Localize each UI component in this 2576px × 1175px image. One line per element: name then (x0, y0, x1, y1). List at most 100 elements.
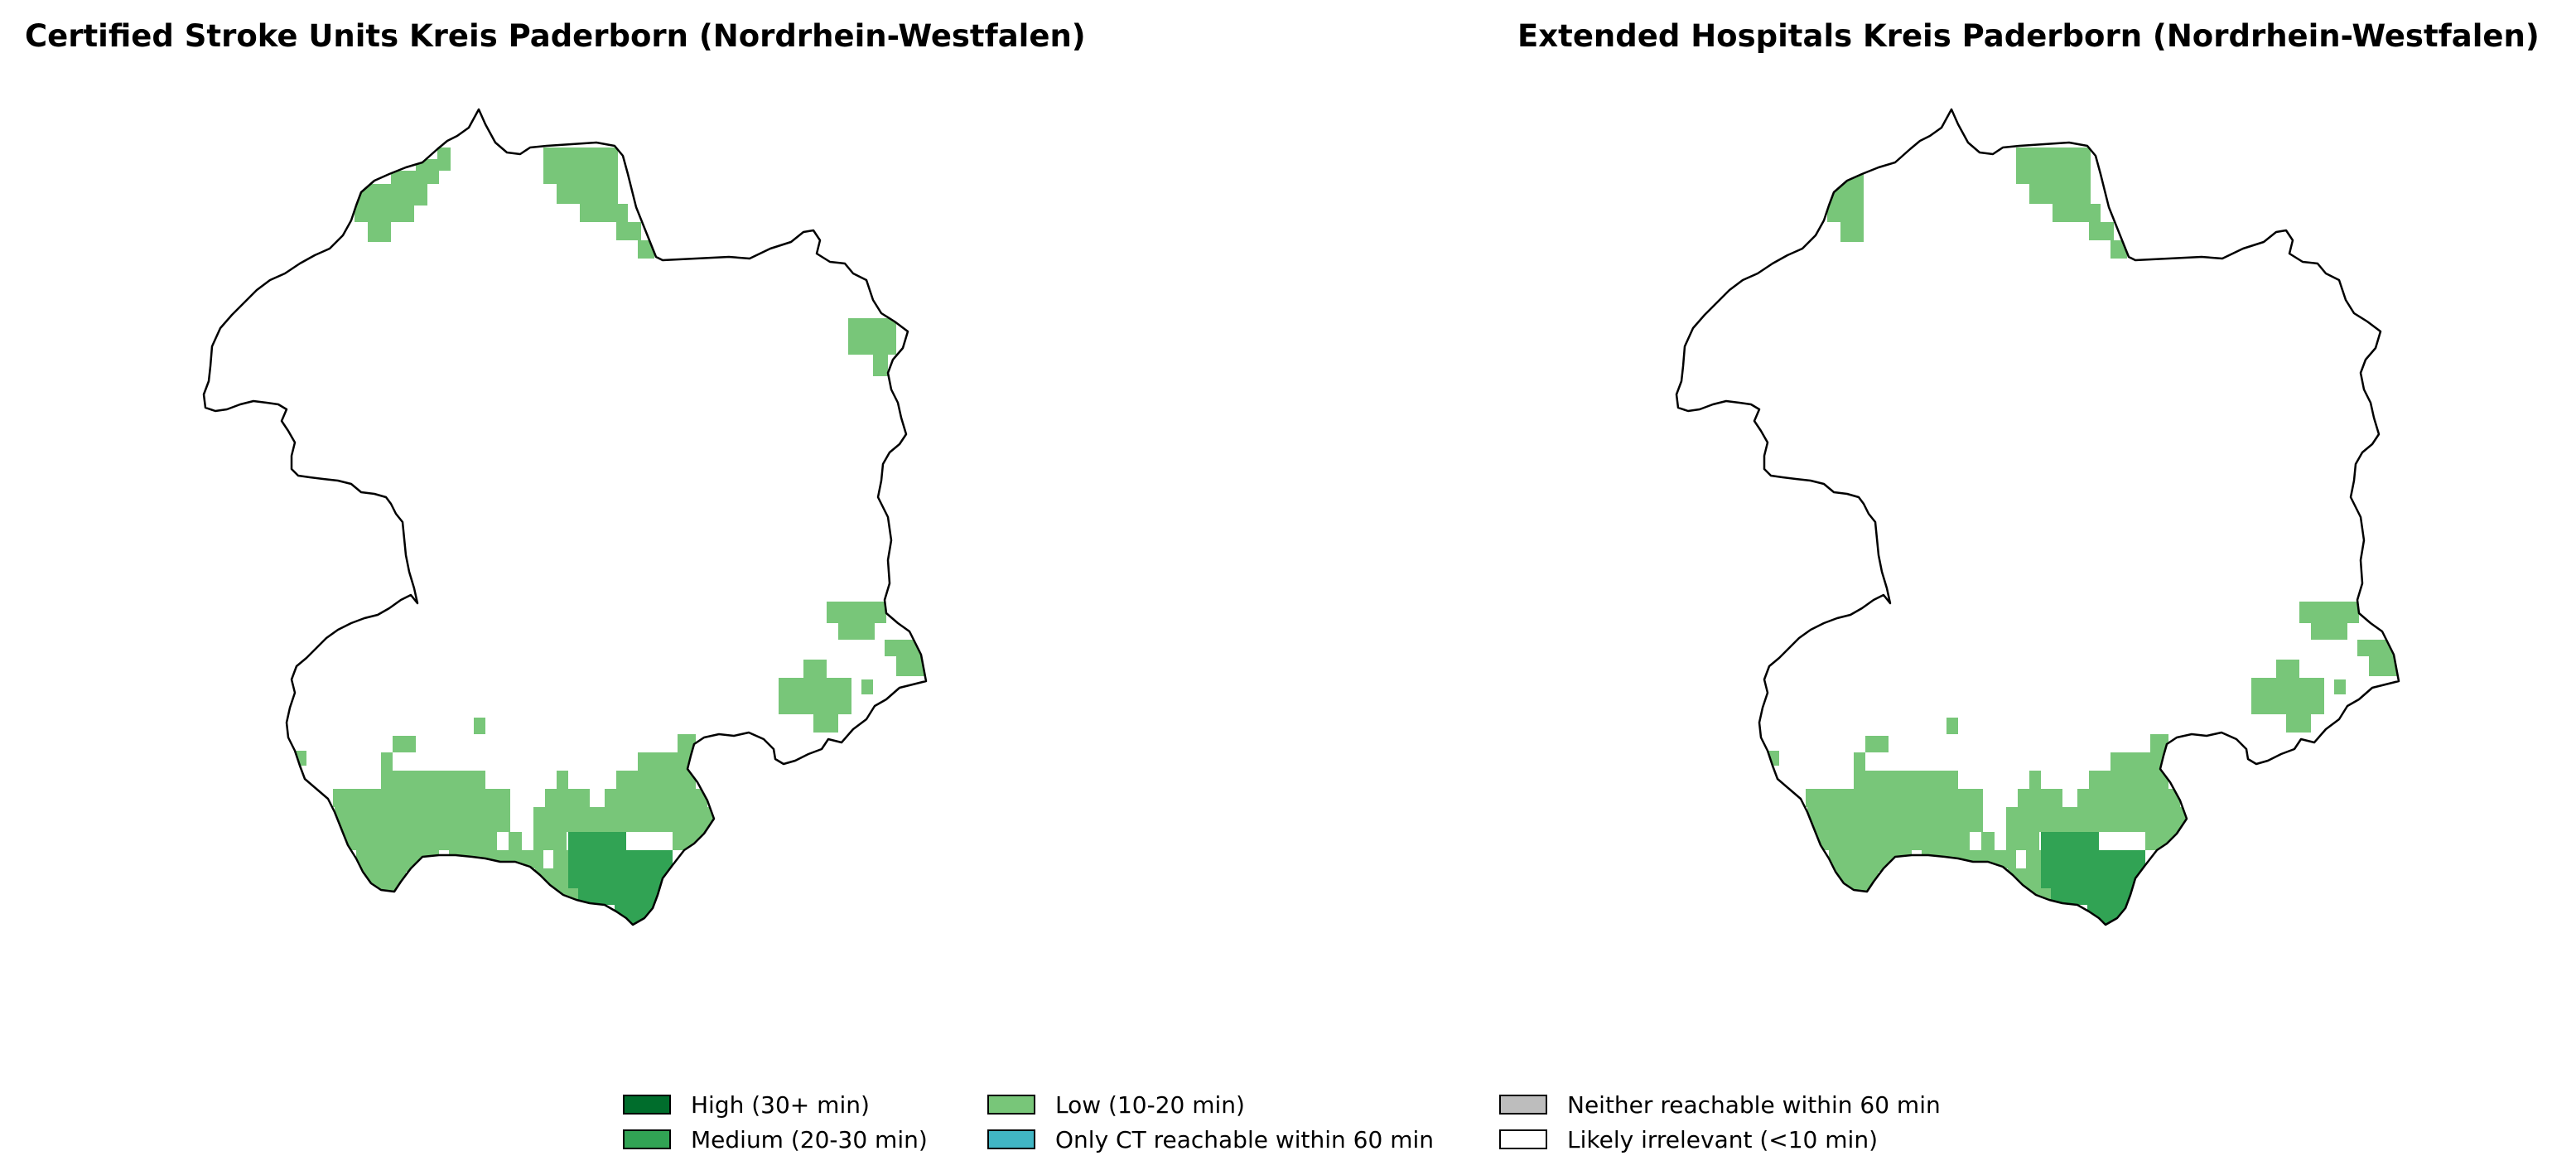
cell-low (553, 850, 568, 868)
cell-low (848, 318, 896, 355)
legend-swatch-irrelevant (1499, 1129, 1547, 1149)
legend-label-high: High (30+ min) (691, 1090, 870, 1119)
cell-low (2334, 679, 2346, 694)
cell-low (861, 679, 873, 694)
cell-low (1806, 789, 1983, 807)
legend-swatch-low (987, 1095, 1035, 1115)
cell-low (838, 623, 875, 640)
cell-low (2029, 771, 2041, 789)
cell-low (335, 807, 510, 832)
cell-low (616, 771, 696, 789)
cell-low (1827, 206, 1864, 222)
cell-low (393, 736, 416, 752)
cell-low (2026, 850, 2041, 868)
cell-low (1829, 184, 1864, 206)
cell-low (779, 678, 851, 714)
cell-low (356, 850, 439, 872)
cell-low (873, 355, 888, 376)
map-title-certified-stroke-units: Certified Stroke Units Kreis Paderborn (… (25, 18, 1086, 54)
cell-low (381, 771, 485, 789)
cell-low (437, 147, 451, 159)
cell-low (813, 714, 838, 733)
legend-item-low: Low (10-20 min) (987, 1090, 1245, 1119)
cell-medium (2051, 888, 2134, 905)
cell-low (2110, 240, 2127, 259)
cell-medium (578, 888, 661, 905)
cell-low (2251, 678, 2324, 714)
map-extended-hospitals (1675, 108, 2400, 926)
cell-low (2299, 602, 2359, 623)
cell-low (1981, 832, 1995, 850)
map-title-extended-hospitals: Extended Hospitals Kreis Paderborn (Nord… (1517, 18, 2540, 54)
cell-low (391, 171, 439, 184)
cell-medium (2041, 832, 2099, 850)
cell-low (2016, 147, 2091, 184)
cell-low (509, 832, 522, 850)
cell-low (368, 222, 391, 242)
legend-item-neither: Neither reachable within 60 min (1499, 1090, 1941, 1119)
cell-low (803, 660, 827, 678)
cell-low (2006, 832, 2039, 850)
cell-low (2077, 789, 2180, 807)
reachability-cells (1768, 147, 2399, 925)
cell-low (1854, 752, 1865, 771)
cell-low (605, 789, 707, 807)
cell-low (1829, 850, 1912, 872)
cell-low (2089, 771, 2168, 789)
cell-low (333, 789, 510, 807)
cell-low (1865, 736, 1889, 752)
cell-low (343, 832, 497, 850)
cell-low (2029, 184, 2091, 204)
cell-low (355, 206, 414, 222)
cell-low (1840, 222, 1864, 242)
cell-low (2150, 734, 2168, 752)
cell-low (2276, 660, 2299, 678)
cell-low (827, 602, 886, 623)
legend-label-low: Low (10-20 min) (1055, 1090, 1245, 1119)
cell-low (2110, 752, 2168, 771)
cell-low (2089, 222, 2114, 240)
cell-low (497, 850, 543, 868)
legend-label-neither: Neither reachable within 60 min (1567, 1090, 1941, 1119)
cell-low (2006, 807, 2192, 832)
cell-low (2053, 204, 2101, 222)
cell-low (2357, 640, 2394, 656)
legend-label-irrelevant: Likely irrelevant (<10 min) (1567, 1125, 1878, 1153)
cell-low (678, 734, 696, 752)
legend-swatch-high (623, 1095, 671, 1115)
cell-low (1807, 807, 1983, 832)
legend-swatch-medium (623, 1129, 671, 1149)
cell-low (416, 159, 451, 171)
legend-item-ct-only: Only CT reachable within 60 min (987, 1125, 1434, 1153)
legend-item-high: High (30+ min) (623, 1090, 870, 1119)
cell-low (533, 832, 567, 850)
legend-label-medium: Medium (20-30 min) (691, 1125, 928, 1153)
map-legend: High (30+ min) Medium (20-30 min) Low (1… (623, 1090, 1998, 1160)
legend-item-irrelevant: Likely irrelevant (<10 min) (1499, 1125, 1878, 1153)
cell-low (2311, 623, 2347, 640)
cell-low (545, 789, 590, 807)
cell-low (474, 718, 485, 734)
cell-low (557, 771, 568, 789)
cell-low (616, 222, 641, 240)
cell-low (1970, 850, 2016, 868)
cell-low (2018, 789, 2062, 807)
legend-swatch-neither (1499, 1095, 1547, 1115)
cell-low (557, 184, 618, 204)
cell-medium (2041, 850, 2145, 888)
legend-item-medium: Medium (20-30 min) (623, 1125, 928, 1153)
cell-low (580, 204, 628, 222)
cell-medium (568, 850, 673, 888)
cell-low (1816, 832, 1970, 850)
legend-swatch-ct-only (987, 1129, 1035, 1149)
cell-medium (568, 832, 626, 850)
cell-low (543, 147, 618, 184)
cell-low (533, 807, 719, 832)
legend-label-ct-only: Only CT reachable within 60 min (1055, 1125, 1435, 1153)
cell-low (1946, 718, 1958, 734)
cell-low (1854, 771, 1958, 789)
cell-low (2286, 714, 2311, 733)
cell-low (638, 240, 654, 259)
cell-low (381, 752, 393, 771)
